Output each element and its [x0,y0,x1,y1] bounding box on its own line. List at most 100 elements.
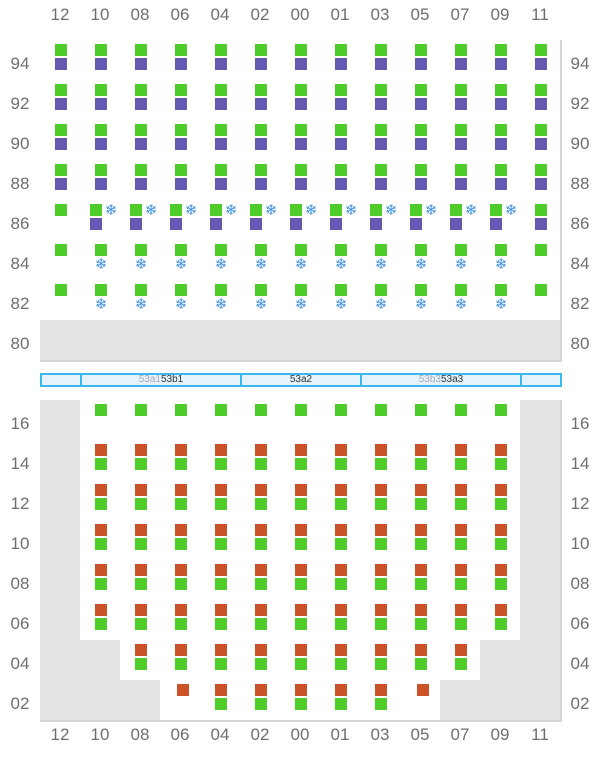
seat-cell[interactable] [120,520,162,562]
seat-cell[interactable] [40,280,82,322]
seat-cell[interactable] [280,80,322,122]
seat-cell[interactable] [480,120,522,162]
seat-cell[interactable] [400,440,442,482]
seat-cell[interactable] [40,40,82,82]
seat-cell[interactable] [440,40,482,82]
seat-cell[interactable]: ❄ [160,240,202,282]
seat-cell[interactable] [360,160,402,202]
seat-cell[interactable] [240,520,282,562]
seat-cell[interactable] [400,480,442,522]
seat-cell[interactable] [120,400,162,442]
seat-cell[interactable] [200,600,242,642]
seat-cell[interactable] [480,600,522,642]
seat-cell[interactable] [120,120,162,162]
seat-cell[interactable]: ❄ [320,200,362,242]
seat-cell[interactable] [200,160,242,202]
seat-cell[interactable] [160,120,202,162]
seat-cell[interactable] [400,160,442,202]
seat-cell[interactable] [80,80,122,122]
aisle-segment[interactable]: 53a153b1 [80,373,242,387]
seat-cell[interactable] [200,80,242,122]
seat-cell[interactable] [440,480,482,522]
seat-cell[interactable] [200,440,242,482]
seat-cell[interactable] [320,40,362,82]
seat-cell[interactable] [40,160,82,202]
seat-cell[interactable] [40,200,82,242]
seat-cell[interactable] [360,600,402,642]
seat-cell[interactable] [240,680,282,722]
seat-cell[interactable] [480,80,522,122]
seat-cell[interactable] [160,80,202,122]
seat-cell[interactable]: ❄ [200,280,242,322]
seat-cell[interactable] [440,120,482,162]
seat-cell[interactable] [280,400,322,442]
seat-cell[interactable] [200,520,242,562]
seat-cell[interactable] [200,120,242,162]
seat-cell[interactable] [200,560,242,602]
seat-cell[interactable] [480,480,522,522]
seat-cell[interactable] [520,160,562,202]
seat-cell[interactable] [360,80,402,122]
seat-cell[interactable] [120,560,162,602]
seat-cell[interactable] [360,40,402,82]
seat-cell[interactable] [200,640,242,682]
seat-cell[interactable] [320,480,362,522]
seat-cell[interactable] [480,440,522,482]
seat-cell[interactable] [280,560,322,602]
seat-cell[interactable] [320,440,362,482]
seat-cell[interactable] [120,600,162,642]
seat-cell[interactable] [320,400,362,442]
seat-cell[interactable] [360,120,402,162]
aisle-segment[interactable]: 53b353a3 [360,373,522,387]
seat-cell[interactable] [400,520,442,562]
seat-cell[interactable] [320,80,362,122]
seat-cell[interactable] [400,560,442,602]
seat-cell[interactable] [520,200,562,242]
aisle-segment[interactable] [520,373,562,387]
seat-cell[interactable] [440,520,482,562]
seat-cell[interactable] [80,480,122,522]
seat-cell[interactable] [360,400,402,442]
seat-cell[interactable]: ❄ [200,240,242,282]
seat-cell[interactable] [280,680,322,722]
seat-cell[interactable]: ❄ [400,240,442,282]
seat-cell[interactable] [400,120,442,162]
seat-cell[interactable] [160,600,202,642]
seat-cell[interactable]: ❄ [240,280,282,322]
seat-cell[interactable]: ❄ [320,280,362,322]
seat-cell[interactable] [320,680,362,722]
seat-cell[interactable] [360,560,402,602]
seat-cell[interactable] [320,160,362,202]
seat-cell[interactable] [120,40,162,82]
seat-cell[interactable]: ❄ [280,240,322,282]
seat-cell[interactable]: ❄ [320,240,362,282]
seat-cell[interactable] [160,440,202,482]
seat-cell[interactable] [400,600,442,642]
seat-cell[interactable] [80,120,122,162]
seat-cell[interactable]: ❄ [120,200,162,242]
seat-cell[interactable] [160,400,202,442]
seat-cell[interactable] [360,640,402,682]
seat-cell[interactable]: ❄ [80,280,122,322]
seat-cell[interactable] [440,160,482,202]
seat-cell[interactable] [120,480,162,522]
seat-cell[interactable] [360,440,402,482]
seat-cell[interactable] [480,560,522,602]
seat-cell[interactable] [320,600,362,642]
seat-cell[interactable] [480,40,522,82]
seat-cell[interactable]: ❄ [360,200,402,242]
seat-cell[interactable] [280,640,322,682]
seat-cell[interactable]: ❄ [160,200,202,242]
seat-cell[interactable]: ❄ [440,200,482,242]
seat-cell[interactable] [240,400,282,442]
seat-cell[interactable] [440,560,482,602]
seat-cell[interactable] [240,40,282,82]
seat-cell[interactable] [320,560,362,602]
seat-cell[interactable] [400,40,442,82]
seat-cell[interactable] [40,240,82,282]
seat-cell[interactable] [280,600,322,642]
seat-cell[interactable] [480,520,522,562]
seat-cell[interactable]: ❄ [440,280,482,322]
seat-cell[interactable]: ❄ [440,240,482,282]
seat-cell[interactable] [280,120,322,162]
